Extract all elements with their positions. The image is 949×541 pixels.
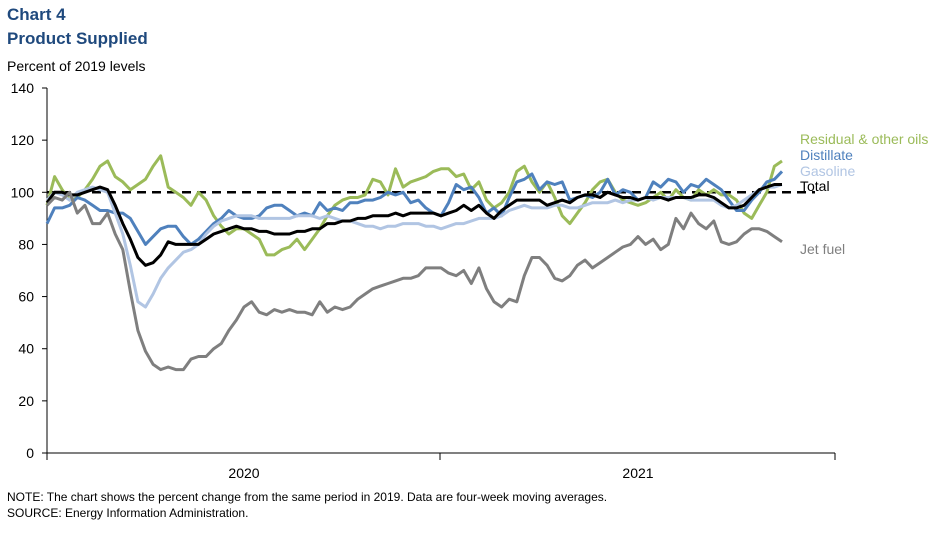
series-line (45, 190, 783, 372)
series-line (45, 154, 783, 257)
y-tick-label: 0 (26, 445, 34, 461)
chart-subtitle: Product Supplied (7, 29, 148, 48)
series-line (45, 183, 782, 267)
source: SOURCE: Energy Information Administratio… (7, 506, 248, 520)
y-tick-label: 140 (11, 80, 35, 96)
x-tick-label: 2021 (622, 465, 653, 481)
chart-title: Chart 4 (7, 5, 66, 24)
series-label: Jet fuel (800, 241, 845, 257)
series-label: Distillate (800, 147, 853, 163)
y-axis-label: Percent of 2019 levels (7, 58, 146, 74)
y-tick-label: 60 (18, 289, 34, 305)
series-label: Residual & other oils (800, 131, 928, 147)
y-tick-label: 120 (11, 132, 35, 148)
y-tick-label: 20 (18, 393, 34, 409)
series-label: Total (800, 178, 830, 194)
note: NOTE: The chart shows the percent change… (7, 490, 607, 504)
y-tick-label: 100 (11, 184, 35, 200)
x-tick-label: 2020 (228, 465, 259, 481)
y-tick-label: 40 (18, 341, 34, 357)
series-label: Gasoline (800, 163, 855, 179)
y-tick-label: 80 (18, 236, 34, 252)
series-line (45, 170, 784, 246)
